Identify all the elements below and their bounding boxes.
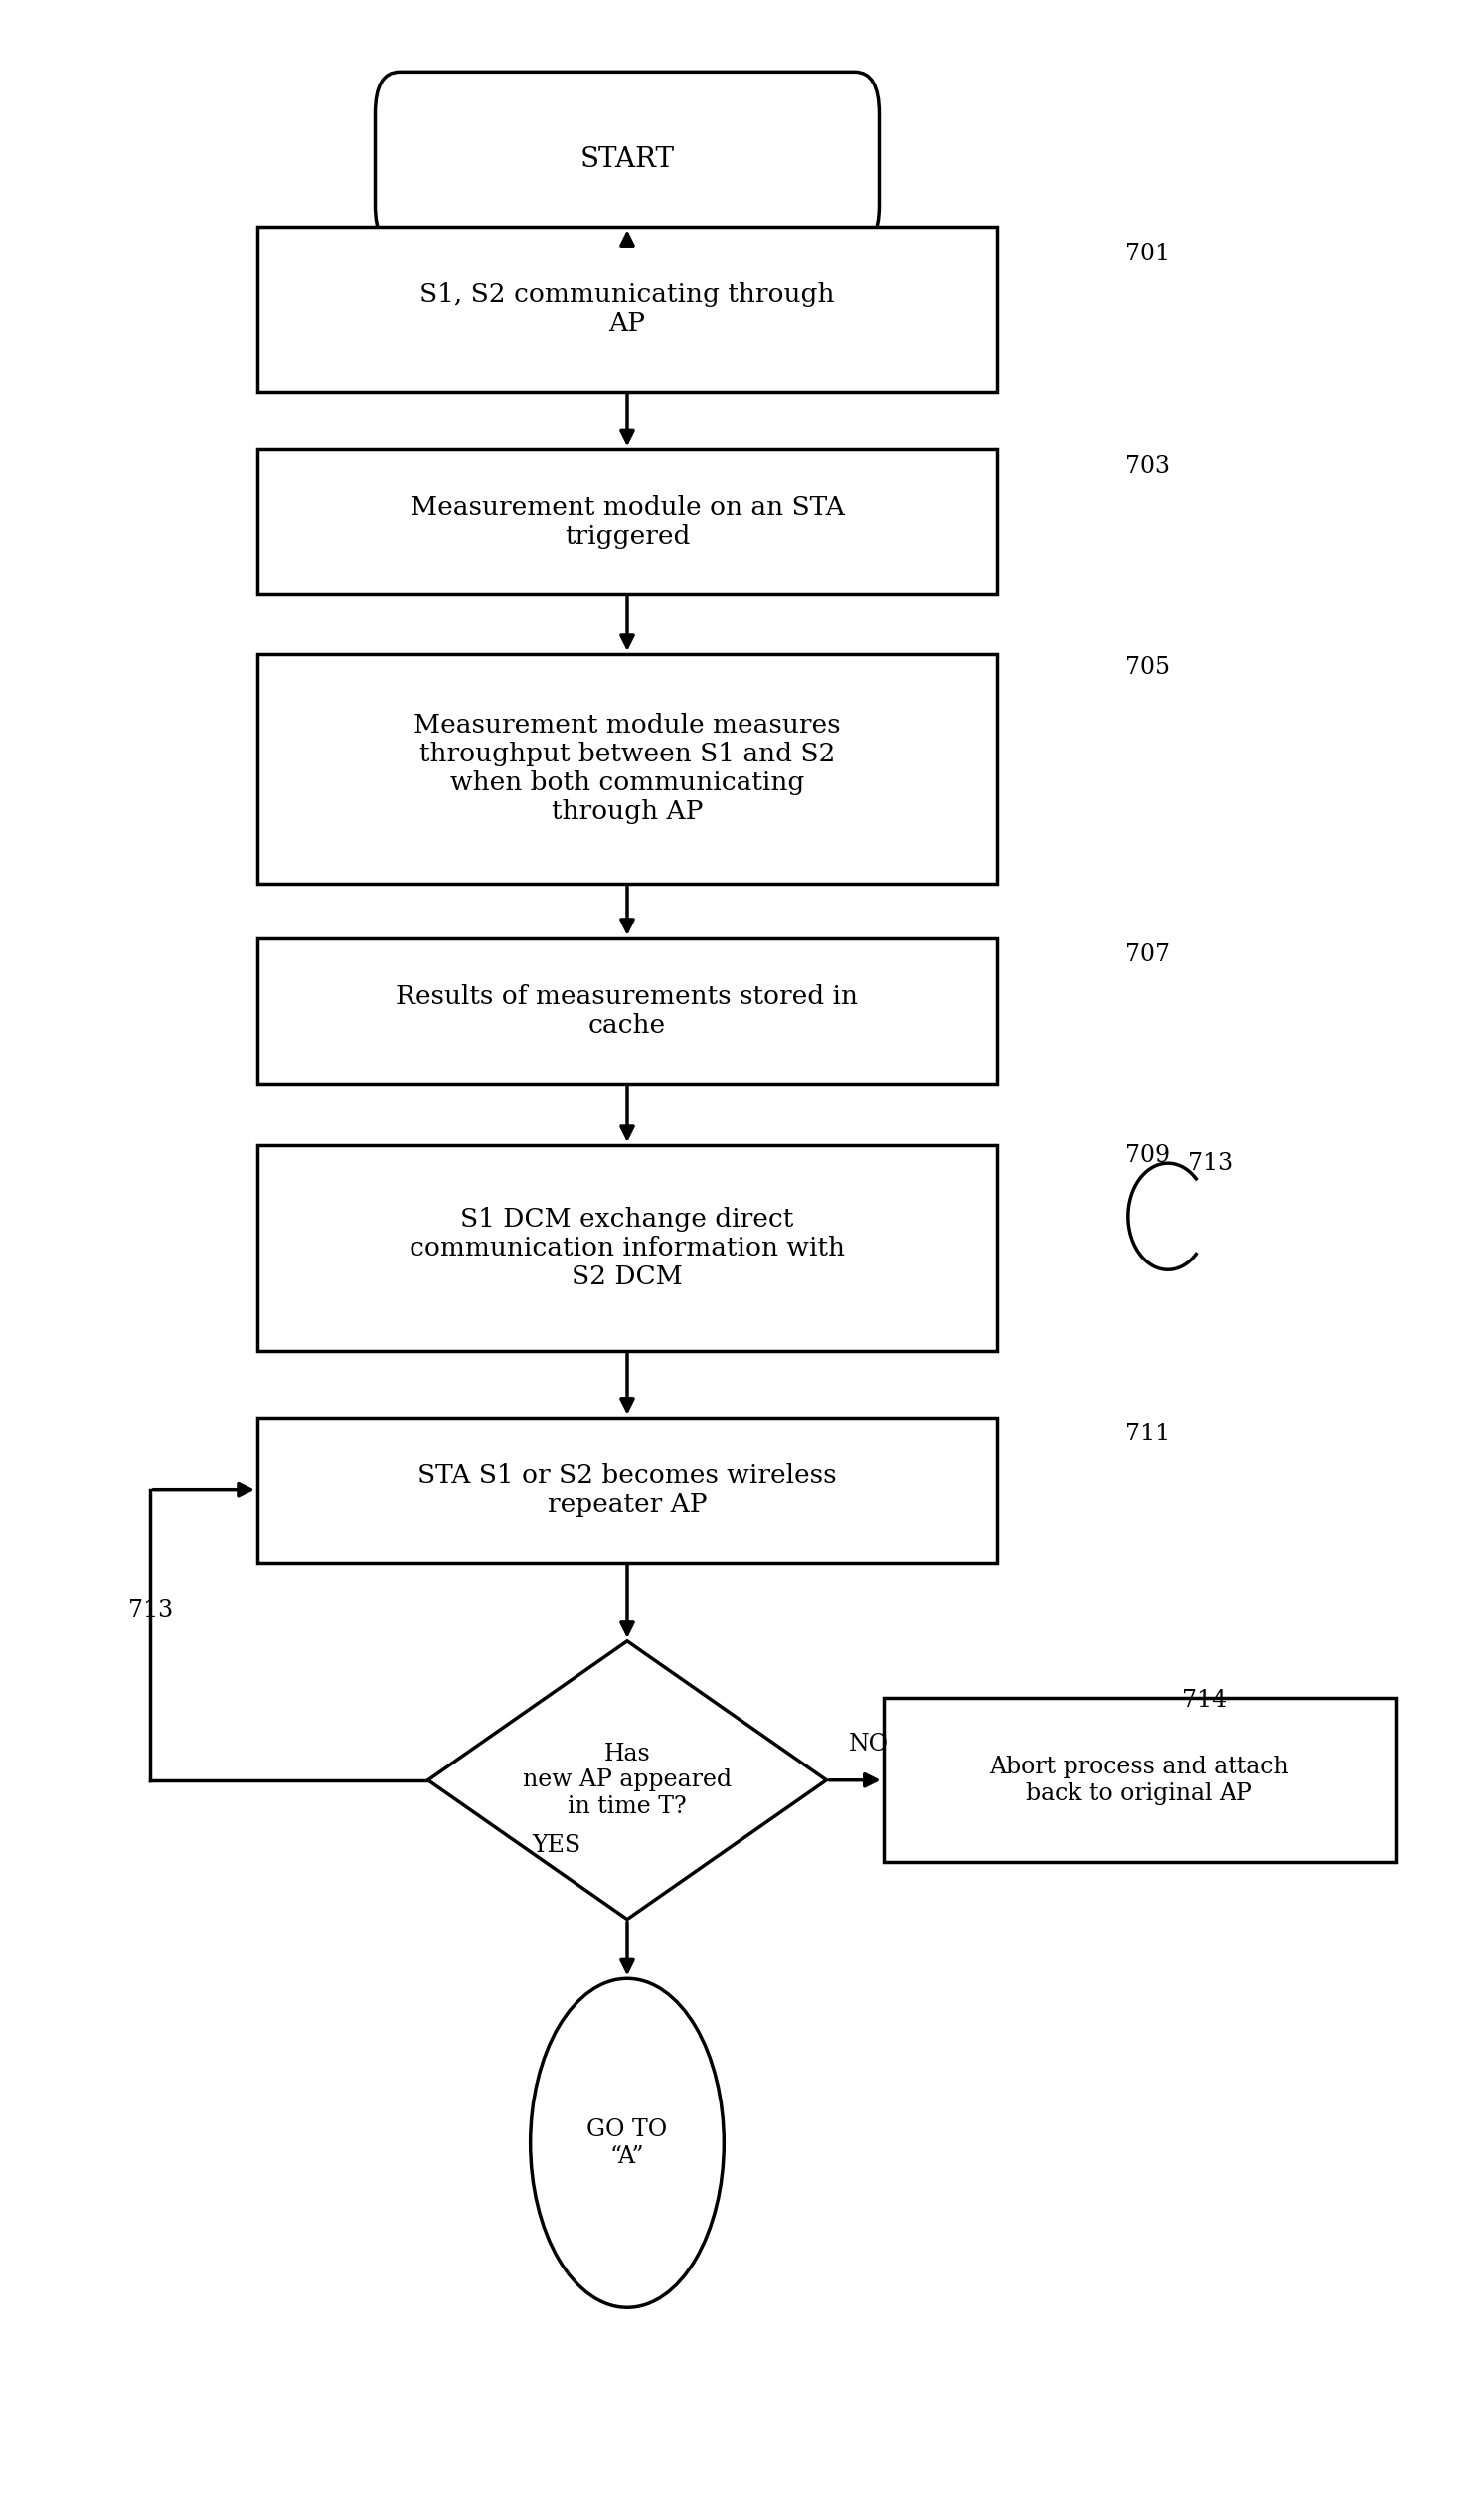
Text: S1 DCM exchange direct
communication information with
S2 DCM: S1 DCM exchange direct communication inf…	[409, 1207, 845, 1290]
Text: START: START	[579, 146, 674, 174]
Circle shape	[531, 1978, 723, 2308]
FancyBboxPatch shape	[375, 73, 879, 247]
Bar	[258, 449, 997, 595]
Text: 705: 705	[1125, 655, 1169, 678]
Text: 709: 709	[1125, 1144, 1169, 1167]
Text: S1, S2 communicating through
AP: S1, S2 communicating through AP	[419, 282, 834, 335]
Text: 714: 714	[1183, 1688, 1227, 1711]
Text: 703: 703	[1125, 456, 1169, 479]
Text: STA S1 or S2 becomes wireless
repeater AP: STA S1 or S2 becomes wireless repeater A…	[418, 1464, 837, 1517]
Text: 711: 711	[1125, 1424, 1171, 1446]
Text: Measurement module measures
throughput between S1 and S2
when both communicating: Measurement module measures throughput b…	[413, 713, 840, 824]
Polygon shape	[428, 1641, 827, 1920]
Text: NO: NO	[849, 1731, 889, 1756]
Text: 701: 701	[1125, 242, 1169, 265]
Text: YES: YES	[532, 1835, 581, 1857]
Bar	[258, 655, 997, 885]
Text: Abort process and attach
back to original AP: Abort process and attach back to origina…	[990, 1756, 1289, 1804]
Bar	[258, 227, 997, 391]
Text: 713: 713	[127, 1600, 173, 1623]
Text: Has
new AP appeared
in time T?: Has new AP appeared in time T?	[523, 1741, 732, 1817]
Bar	[883, 1698, 1396, 1862]
Bar	[258, 937, 997, 1084]
Text: 707: 707	[1125, 945, 1169, 968]
Text: Results of measurements stored in
cache: Results of measurements stored in cache	[396, 983, 858, 1038]
Text: Measurement module on an STA
triggered: Measurement module on an STA triggered	[411, 496, 845, 549]
Text: 713: 713	[1189, 1152, 1233, 1174]
Bar	[258, 1416, 997, 1562]
Bar	[258, 1144, 997, 1351]
Text: GO TO
“A”: GO TO “A”	[587, 2119, 667, 2167]
